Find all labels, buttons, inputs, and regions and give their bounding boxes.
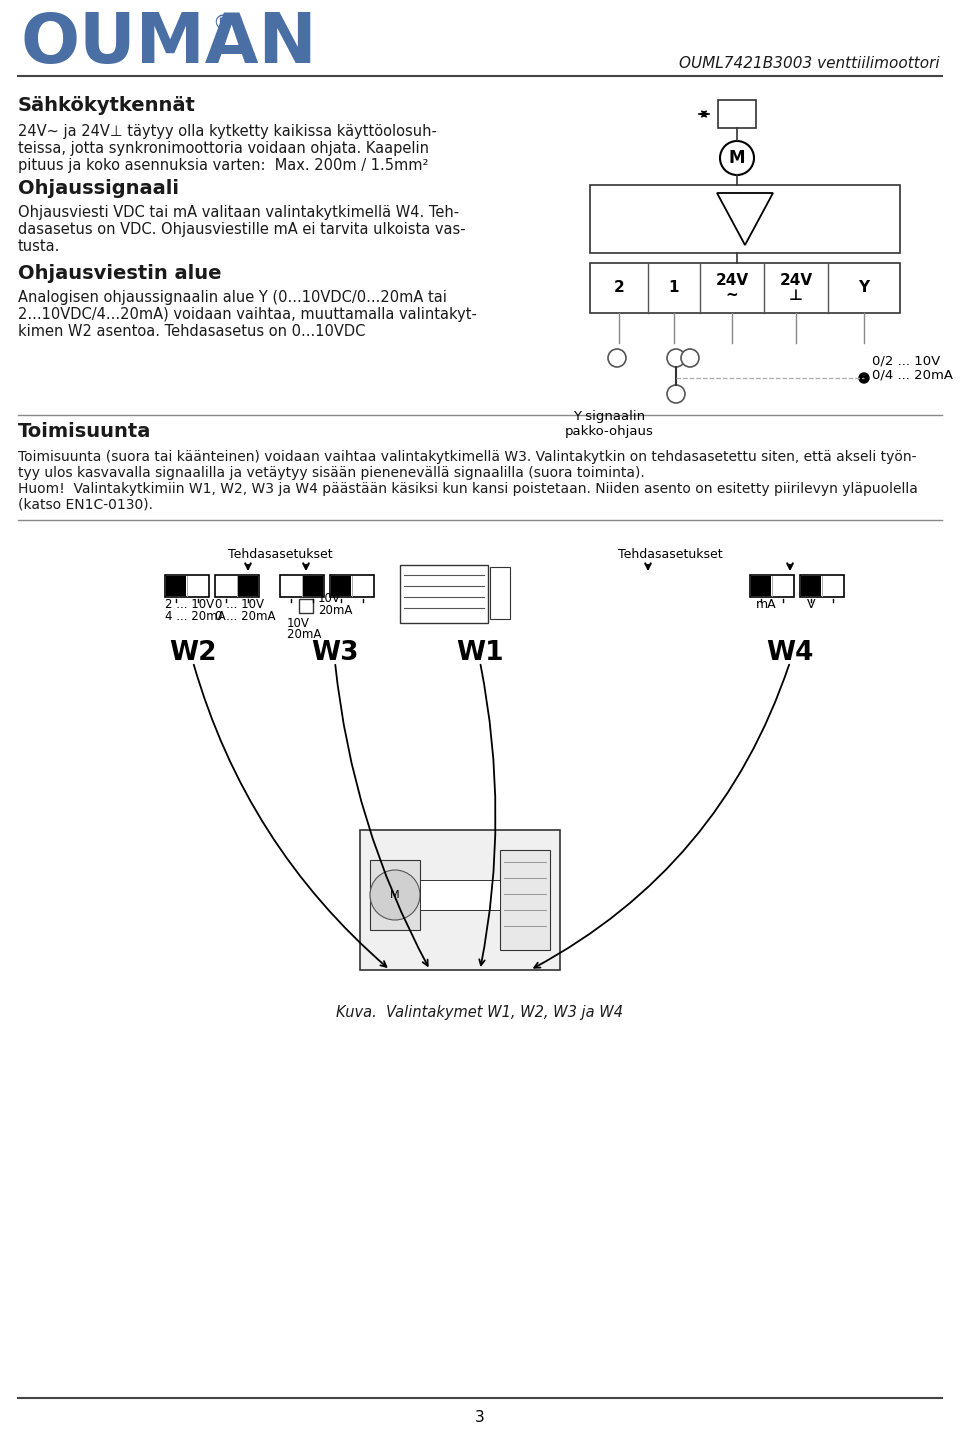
Bar — [590, 263, 900, 313]
Text: ®: ® — [212, 14, 231, 33]
Text: M: M — [390, 890, 399, 900]
Bar — [215, 574, 259, 597]
Bar — [500, 850, 550, 951]
Text: 0 ... 20mA: 0 ... 20mA — [215, 610, 276, 623]
Text: pituus ja koko asennuksia varten:  Max. 200m / 1.5mm²: pituus ja koko asennuksia varten: Max. 2… — [18, 158, 428, 172]
Text: 24V~ ja 24V⊥ täytyy olla kytketty kaikissa käyttöolosuh-: 24V~ ja 24V⊥ täytyy olla kytketty kaikis… — [18, 123, 437, 139]
Text: 2 ... 10V: 2 ... 10V — [165, 597, 214, 610]
Text: Huom!  Valintakytkimiin W1, W2, W3 ja W4 päästään käsiksi kun kansi poistetaan. : Huom! Valintakytkimiin W1, W2, W3 ja W4 … — [18, 482, 918, 495]
Text: dasasetus on VDC. Ohjausviestille mA ei tarvita ulkoista vas-: dasasetus on VDC. Ohjausviestille mA ei … — [18, 223, 466, 237]
Bar — [420, 880, 500, 910]
Text: Toimisuunta (suora tai käänteinen) voidaan vaihtaa valintakytkimellä W3. Valinta: Toimisuunta (suora tai käänteinen) voida… — [18, 449, 917, 464]
Text: W3: W3 — [311, 640, 359, 666]
Bar — [490, 567, 510, 619]
Bar — [299, 599, 313, 613]
Circle shape — [493, 607, 499, 615]
Bar — [165, 574, 209, 597]
Text: teissa, jotta synkronimoottoria voidaan ohjata. Kaapelin: teissa, jotta synkronimoottoria voidaan … — [18, 141, 429, 157]
Circle shape — [370, 870, 420, 920]
Text: 1: 1 — [669, 280, 680, 296]
Text: Kuva.  Valintakymet W1, W2, W3 ja W4: Kuva. Valintakymet W1, W2, W3 ja W4 — [337, 1005, 623, 1020]
Circle shape — [493, 595, 499, 600]
Bar — [238, 576, 258, 596]
Circle shape — [667, 385, 685, 404]
Text: Tehdasasetukset: Tehdasasetukset — [228, 549, 332, 561]
Bar — [330, 574, 374, 597]
Text: Tehdasasetukset: Tehdasasetukset — [617, 549, 722, 561]
Text: OUML7421B3003 venttiilimoottori: OUML7421B3003 venttiilimoottori — [680, 56, 940, 70]
Bar — [590, 185, 900, 253]
Text: 0/2 ... 10V
0/4 ... 20mA: 0/2 ... 10V 0/4 ... 20mA — [872, 355, 953, 382]
Text: 2: 2 — [613, 280, 624, 296]
Bar — [751, 576, 771, 596]
Text: Sähkökytkennät: Sähkökytkennät — [18, 96, 196, 115]
Text: 24V
⊥: 24V ⊥ — [780, 273, 812, 303]
Bar — [280, 574, 324, 597]
Text: 3: 3 — [475, 1410, 485, 1425]
Text: W1: W1 — [456, 640, 504, 666]
Bar — [801, 576, 821, 596]
Text: V: V — [807, 597, 815, 610]
Bar — [166, 576, 186, 596]
Text: 20mA: 20mA — [287, 628, 329, 640]
Bar — [800, 574, 844, 597]
Text: 20mA: 20mA — [318, 605, 352, 617]
Text: 0 ... 10V: 0 ... 10V — [215, 597, 264, 610]
Text: 2...10VDC/4...20mA) voidaan vaihtaa, muuttamalla valintakyt-: 2...10VDC/4...20mA) voidaan vaihtaa, muu… — [18, 307, 477, 322]
Text: W2: W2 — [169, 640, 217, 666]
Circle shape — [720, 141, 754, 175]
Text: Analogisen ohjaussignaalin alue Y (0...10VDC/0...20mA tai: Analogisen ohjaussignaalin alue Y (0...1… — [18, 290, 446, 304]
Text: tusta.: tusta. — [18, 238, 60, 254]
Text: 4 ... 20mA: 4 ... 20mA — [165, 610, 226, 623]
Text: Y signaalin
pakko-ohjaus: Y signaalin pakko-ohjaus — [564, 411, 654, 438]
Text: tyy ulos kasvavalla signaalilla ja vetäytyy sisään pienenevällä signaalilla (suo: tyy ulos kasvavalla signaalilla ja vetäy… — [18, 467, 645, 480]
Text: Ohjaussignaali: Ohjaussignaali — [18, 180, 179, 198]
Bar — [360, 830, 560, 969]
Text: 10V: 10V — [287, 617, 310, 630]
Text: (katso EN1C-0130).: (katso EN1C-0130). — [18, 498, 153, 513]
Text: Y: Y — [858, 280, 870, 296]
Text: Ohjausviestin alue: Ohjausviestin alue — [18, 264, 222, 283]
Circle shape — [859, 373, 869, 383]
Bar — [400, 564, 488, 623]
Text: 10V: 10V — [318, 592, 341, 605]
Circle shape — [608, 349, 626, 368]
Text: 24V
~: 24V ~ — [715, 273, 749, 303]
Bar — [370, 860, 420, 931]
Circle shape — [681, 349, 699, 368]
Circle shape — [667, 349, 685, 368]
Bar — [303, 576, 323, 596]
Text: Ohjausviesti VDC tai mA valitaan valintakytkimellä W4. Teh-: Ohjausviesti VDC tai mA valitaan valinta… — [18, 205, 459, 220]
Bar — [750, 574, 794, 597]
Text: mA: mA — [756, 597, 777, 610]
Text: W4: W4 — [766, 640, 814, 666]
Text: Toimisuunta: Toimisuunta — [18, 422, 152, 441]
Text: M: M — [729, 149, 745, 167]
Bar — [331, 576, 351, 596]
Text: kimen W2 asentoa. Tehdasasetus on 0...10VDC: kimen W2 asentoa. Tehdasasetus on 0...10… — [18, 325, 366, 339]
Text: OUMAN: OUMAN — [20, 10, 317, 78]
Bar — [718, 101, 756, 128]
